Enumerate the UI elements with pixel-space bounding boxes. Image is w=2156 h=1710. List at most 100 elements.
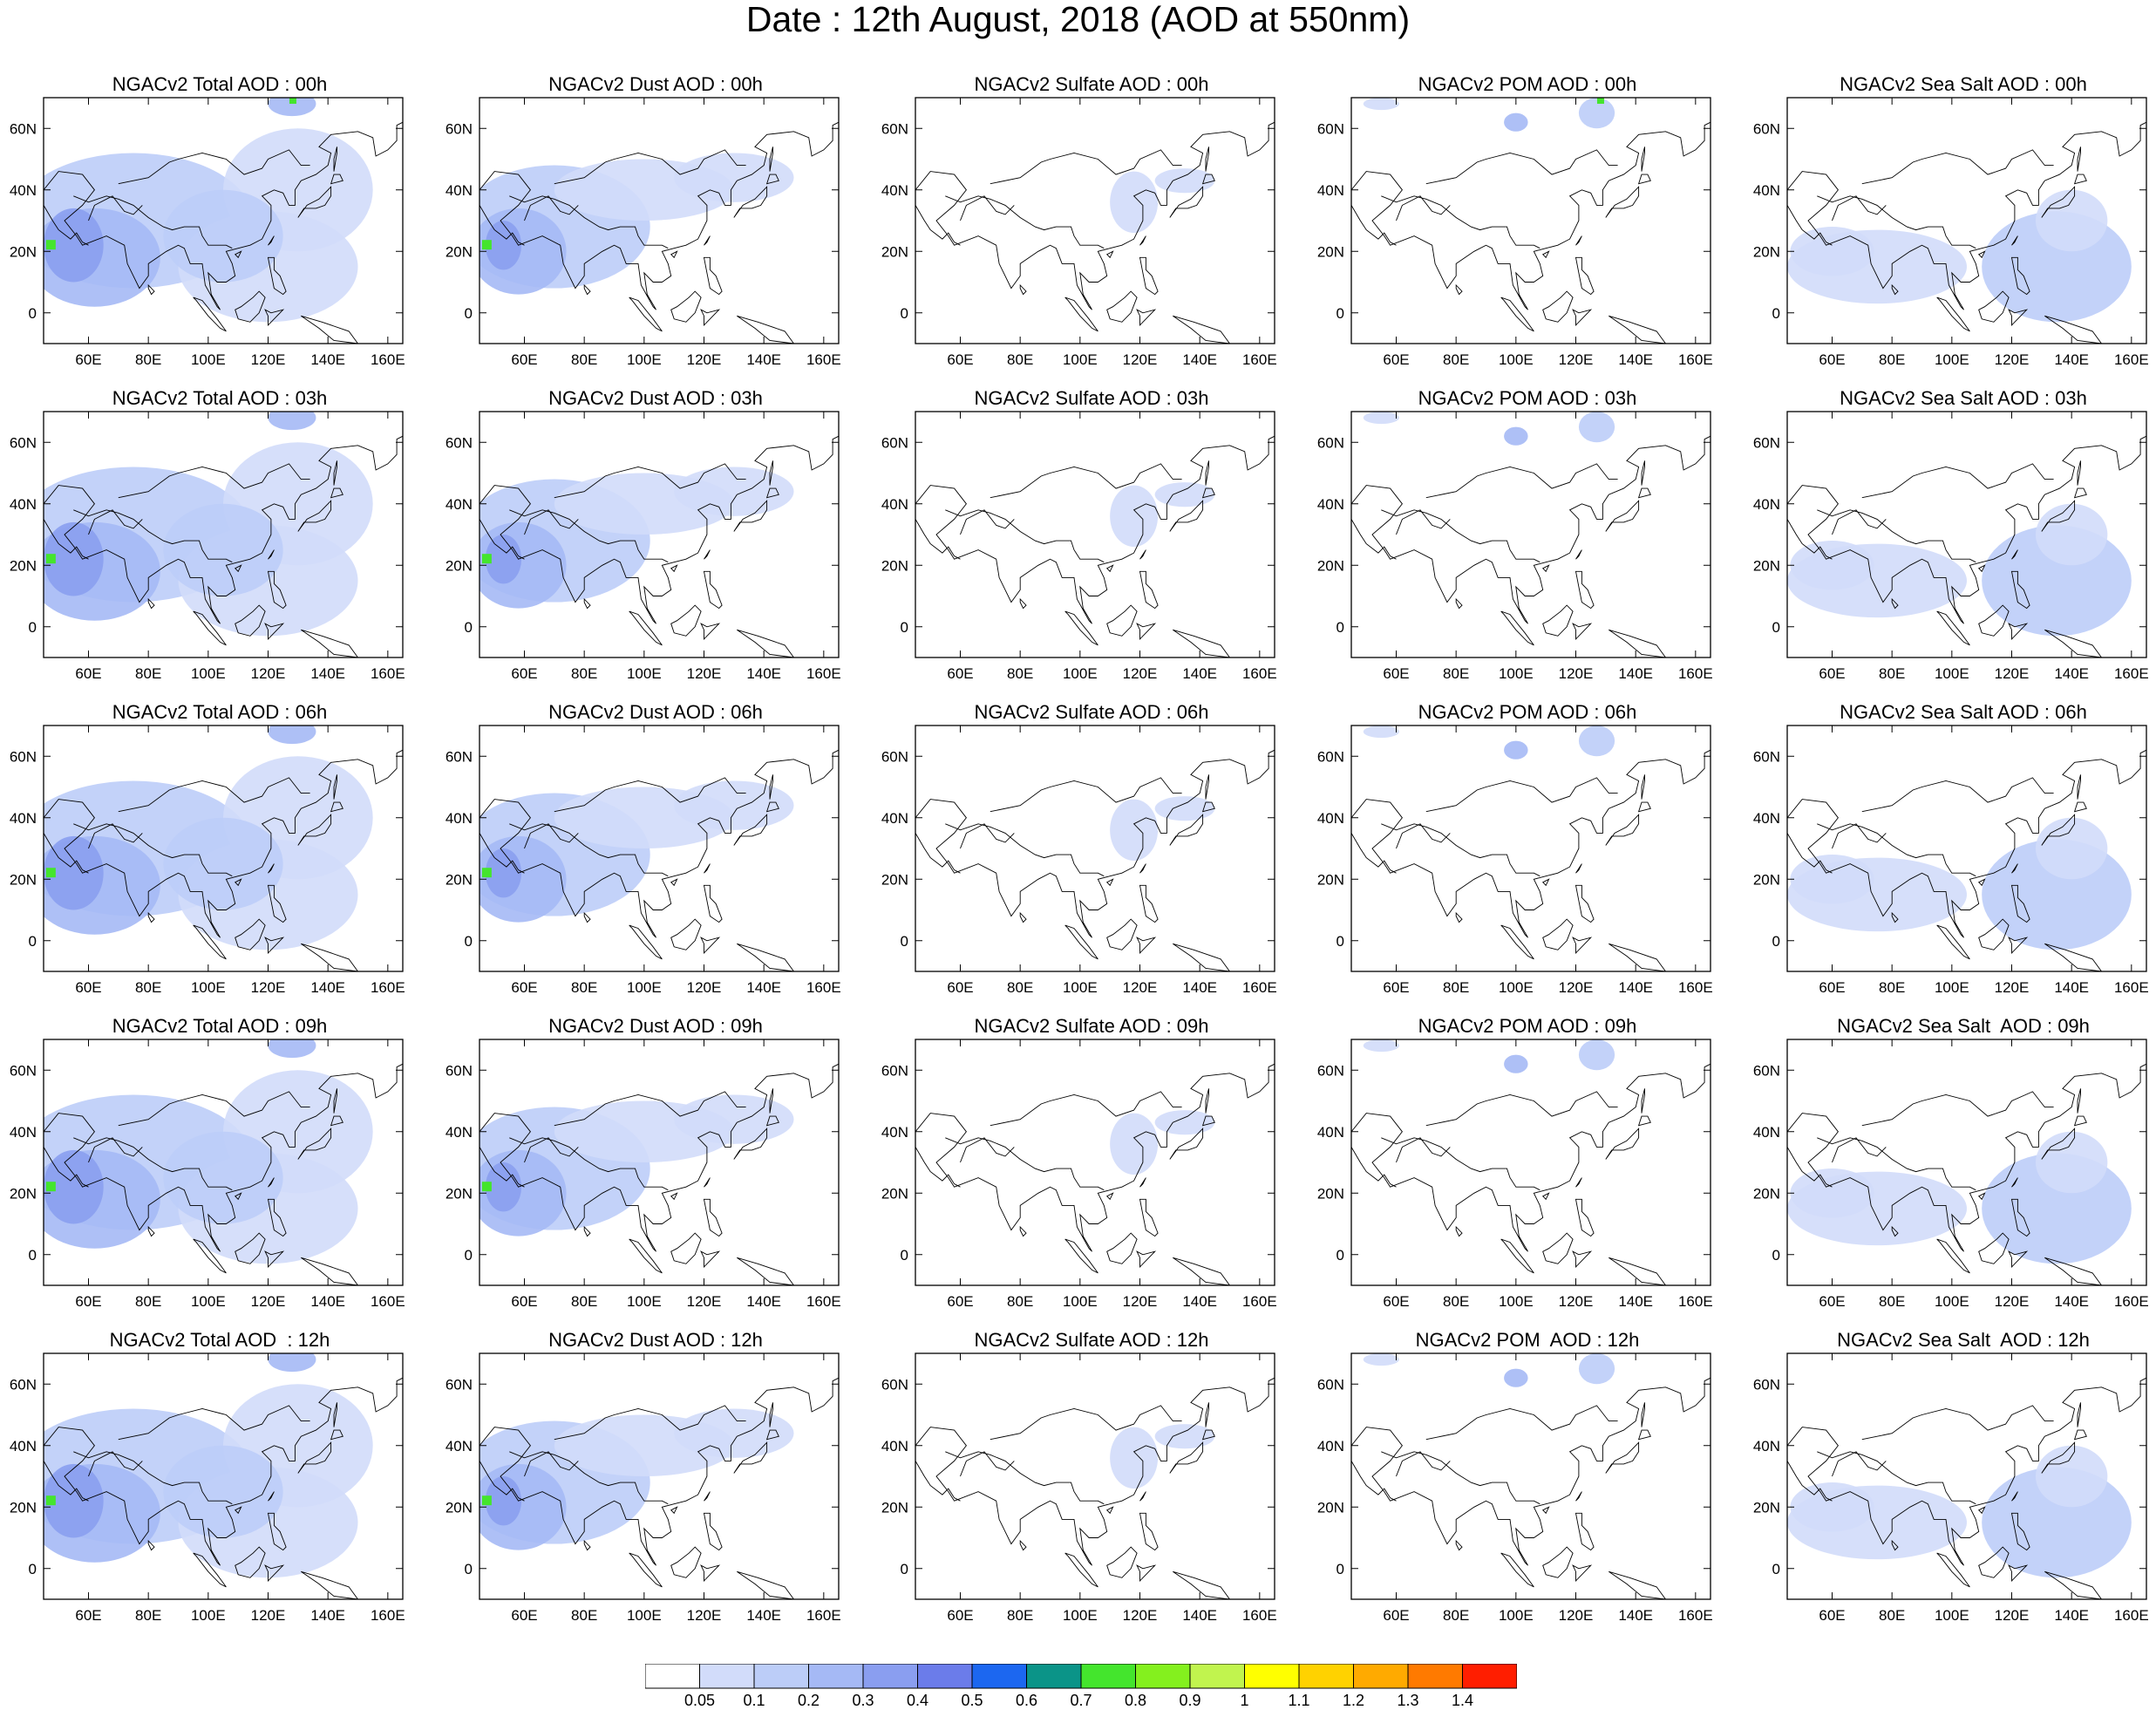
coastline [1351,205,1397,246]
island-outline [1201,801,1215,813]
colorbar-swatch [971,1664,1027,1689]
coastline [44,749,403,938]
panel-title: NGACv2 Sulfate AOD : 06h [974,701,1209,723]
island-outline [733,1441,768,1474]
lon-tick-label: 80E [1007,665,1033,682]
coastline [1787,749,2146,938]
lon-tick-label: 100E [1935,351,1969,368]
lon-tick-label: 140E [1182,665,1217,682]
lon-tick-label: 140E [1618,979,1653,996]
island-outline [1136,1250,1157,1269]
lon-tick-label: 120E [1995,1607,2030,1624]
aod-map: 60E 80E 100E 120E 140E 160E 60N 40N 20N 0 [881,411,1277,682]
island-outline [1064,924,1098,960]
colorbar-tick-label: 0.7 [1070,1692,1092,1709]
island-outline [147,1225,155,1237]
island-outline [1139,1198,1159,1237]
island-outline [1641,774,1645,800]
coastline [1787,121,2146,310]
island-outline [1136,937,1157,955]
island-outline [1637,1115,1651,1127]
lat-tick-label: 20N [1317,557,1344,574]
coastline [44,833,89,874]
aod-map: 60E 80E 100E 120E 140E 160E 60N 40N 20N 0 [1317,1039,1713,1310]
aerosol-region [1363,1353,1399,1366]
map-panel: NGACv2 POM AOD : 06h 60E 80E 100E 120E 140E 16… [1313,701,1749,1015]
coastline [524,1137,579,1163]
island-outline [1574,256,1595,296]
island-outline [2044,1570,2103,1599]
coastline [44,1063,403,1252]
island-outline [2010,570,2030,610]
map-frame [1786,97,2147,344]
lon-tick-label: 140E [1182,351,1217,368]
lat-tick-label: 20N [445,1185,473,1202]
map-panel: NGACv2 Sulfate AOD : 12h 60E 80E 100E 120E 14… [877,1329,1313,1643]
lat-tick-label: 60N [445,1062,473,1079]
aod-map: 60E 80E 100E 120E 140E 160E 60N 40N 20N 0 [1753,1039,2149,1310]
lon-tick-label: 80E [1443,1607,1469,1624]
aerosol-region [1154,1110,1215,1135]
coastline [1425,149,1618,185]
island-outline [1574,884,1595,923]
lat-tick-label: 40N [1317,1124,1344,1141]
coastline [44,1461,89,1502]
coastline [1787,833,1833,874]
aerosol-region [2035,1131,2108,1194]
island-outline [1105,1506,1114,1515]
lon-tick-label: 80E [571,665,597,682]
island-outline [1978,604,2010,637]
lat-tick-label: 60N [881,120,908,137]
lon-tick-label: 120E [687,1607,722,1624]
lon-tick-label: 140E [2054,665,2089,682]
island-outline [733,1128,768,1160]
map-panel: NGACv2 Sea Salt AOD : 06h 60E 80E 100E 120E 1… [1749,701,2156,1015]
island-outline [234,1192,242,1201]
map-panel: NGACv2 Dust AOD : 03h 60E 80E 100E 120E 140E 1… [441,387,877,701]
aerosol-region [1363,412,1399,425]
map-frame [1350,725,1711,972]
island-outline [1605,186,1640,218]
lon-tick-label: 100E [1063,979,1098,996]
island-outline [1500,924,1534,960]
map-frame [1350,97,1711,344]
island-outline [700,1564,721,1583]
lon-tick-label: 160E [371,1293,405,1310]
aerosol-region [1578,1353,1615,1385]
island-outline [2044,943,2103,971]
lat-tick-label: 0 [1772,305,1780,322]
coastline [915,1147,961,1188]
lon-tick-label: 60E [1383,351,1409,368]
colorbar-swatch [1080,1664,1136,1689]
island-outline [234,1506,242,1515]
island-outline [330,487,343,499]
aerosol-region [268,412,316,431]
island-outline [1641,460,1645,486]
island-outline [1978,918,2010,950]
island-outline [1608,943,1667,971]
coastline [915,1461,961,1502]
lat-tick-label: 20N [10,243,37,260]
lon-tick-label: 120E [687,351,722,368]
aod-map: 60E 80E 100E 120E 140E 160E 60N 40N 20N 0 [1317,411,1713,682]
lon-tick-label: 120E [1995,351,2030,368]
map-panel: NGACv2 Total AOD : 06h 60E 80E 100E 120E 140E… [5,701,441,1015]
lon-tick-label: 140E [2054,351,2089,368]
island-outline [267,256,287,296]
lat-tick-label: 0 [1336,619,1344,636]
island-outline [1173,629,1231,657]
island-outline [1936,610,1970,646]
coastline [915,1377,1275,1566]
island-outline [1169,814,1204,846]
coastline [1396,1451,1451,1477]
island-outline [1500,296,1534,332]
island-outline [1936,1238,1970,1274]
map-frame [1350,1039,1711,1286]
island-outline [1139,1512,1159,1551]
lon-tick-label: 60E [75,1607,101,1624]
lon-tick-label: 160E [1242,351,1277,368]
lat-tick-label: 0 [29,1247,37,1264]
island-outline [765,1115,779,1127]
island-outline [737,1257,795,1285]
lat-tick-label: 20N [881,1185,908,1202]
